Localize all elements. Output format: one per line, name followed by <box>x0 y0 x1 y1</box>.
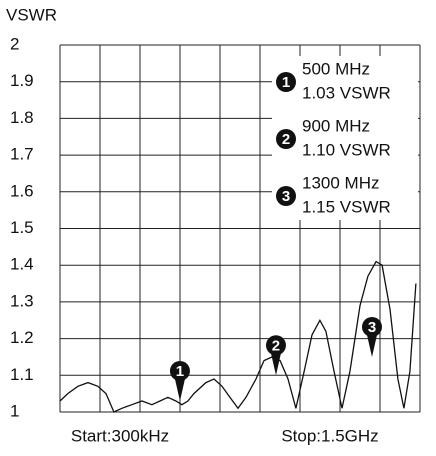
y-tick-label: 1.3 <box>10 291 34 310</box>
legend-vswr: 1.15 VSWR <box>302 197 391 216</box>
y-tick-label: 1.9 <box>10 71 34 90</box>
marker-badge <box>265 335 286 356</box>
legend-vswr: 1.03 VSWR <box>302 83 391 102</box>
stop-label: Stop:1.5GHz <box>281 426 378 445</box>
legend-badge <box>276 129 296 149</box>
marker-pointer <box>366 334 377 357</box>
start-label: Start:300kHz <box>71 426 169 445</box>
marker-badge <box>361 316 382 337</box>
legend-vswr: 1.10 VSWR <box>302 140 391 159</box>
marker-pointer <box>174 378 185 401</box>
y-axis-label: VSWR <box>6 5 57 24</box>
y-tick-label: 1.1 <box>10 365 34 384</box>
y-tick-label: 1.4 <box>10 255 34 274</box>
legend-box <box>272 56 418 220</box>
legend-frequency: 900 MHz <box>302 116 370 135</box>
marker-badge-number: 2 <box>272 337 280 354</box>
y-tick-label: 1.8 <box>10 108 34 127</box>
marker-badge <box>169 360 190 381</box>
y-tick-label: 1.6 <box>10 181 34 200</box>
legend-badge <box>276 186 296 206</box>
vswr-curve <box>59 260 417 413</box>
legend-badge-number: 3 <box>282 188 290 205</box>
y-tick-label: 1 <box>10 401 19 420</box>
legend-badge <box>276 72 296 92</box>
y-tick-label: 2 <box>10 34 19 53</box>
y-tick-label: 1.7 <box>10 145 34 164</box>
marker-badge-number: 1 <box>176 363 184 380</box>
marker-pointer <box>270 353 281 376</box>
y-tick-label: 1.5 <box>10 218 34 237</box>
legend-badge-number: 1 <box>282 74 290 91</box>
y-tick-label: 1.2 <box>10 328 34 347</box>
marker-badge-number: 3 <box>368 319 376 336</box>
legend-frequency: 1300 MHz <box>302 173 379 192</box>
legend-frequency: 500 MHz <box>302 59 370 78</box>
legend-badge-number: 2 <box>282 131 290 148</box>
